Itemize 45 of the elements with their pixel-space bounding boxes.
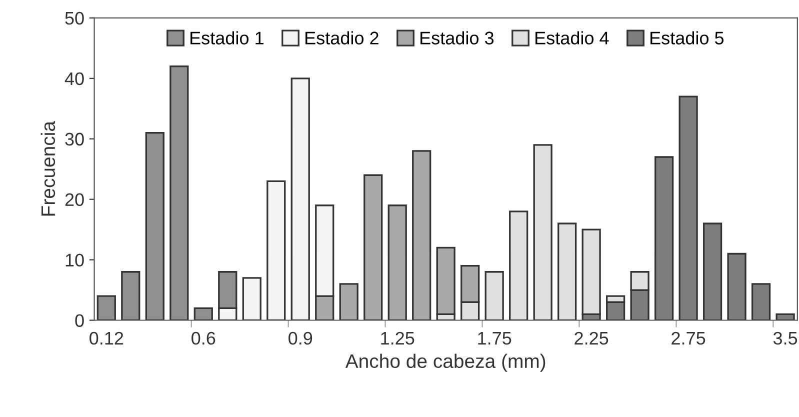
bar [582,228,601,316]
bar [364,174,383,320]
bar [751,283,771,320]
y-tick-label: 10 [66,254,84,267]
y-axis-title: Frecuencia [40,120,56,216]
x-tick-label: 0.9 [288,332,312,345]
legend-label: Estadio 5 [650,31,724,44]
bar [509,210,528,320]
bar [121,271,140,320]
bar [436,246,456,316]
bar [242,277,262,320]
x-tick-label: 1.75 [478,332,512,345]
bar [776,313,795,320]
x-tick-label: 2.75 [672,332,706,345]
legend-label: Estadio 3 [420,31,494,44]
x-tick-label: 2.25 [574,332,608,345]
bar [558,222,577,320]
legend-label: Estadio 2 [306,31,378,44]
bar [145,132,164,320]
legend-label: Estadio 1 [190,31,264,44]
bar [727,252,746,320]
y-tick-label: 50 [65,12,84,25]
x-tick-label: 0.12 [90,332,124,345]
y-tick-label: 20 [65,193,84,206]
bar [170,65,189,320]
x-tick-label: 1.25 [381,332,414,345]
y-tick-label: 30 [65,132,84,146]
bar [678,96,698,320]
bar [290,78,310,320]
bar [533,144,552,320]
bar [194,307,213,320]
x-tick-label: 3.5 [773,332,798,345]
legend-label: Estadio 4 [536,31,609,44]
bar [484,271,504,320]
y-tick-label: 0 [75,314,84,327]
bar [702,222,722,320]
y-tick-label: 40 [64,72,84,86]
bar [96,295,116,320]
bar [339,283,358,320]
bar [266,180,286,320]
x-axis-title: Ancho de cabeza (mm) [345,354,546,372]
bar [412,150,432,320]
bar [388,204,407,320]
bar [654,156,674,320]
x-tick-label: 0.6 [192,332,216,345]
